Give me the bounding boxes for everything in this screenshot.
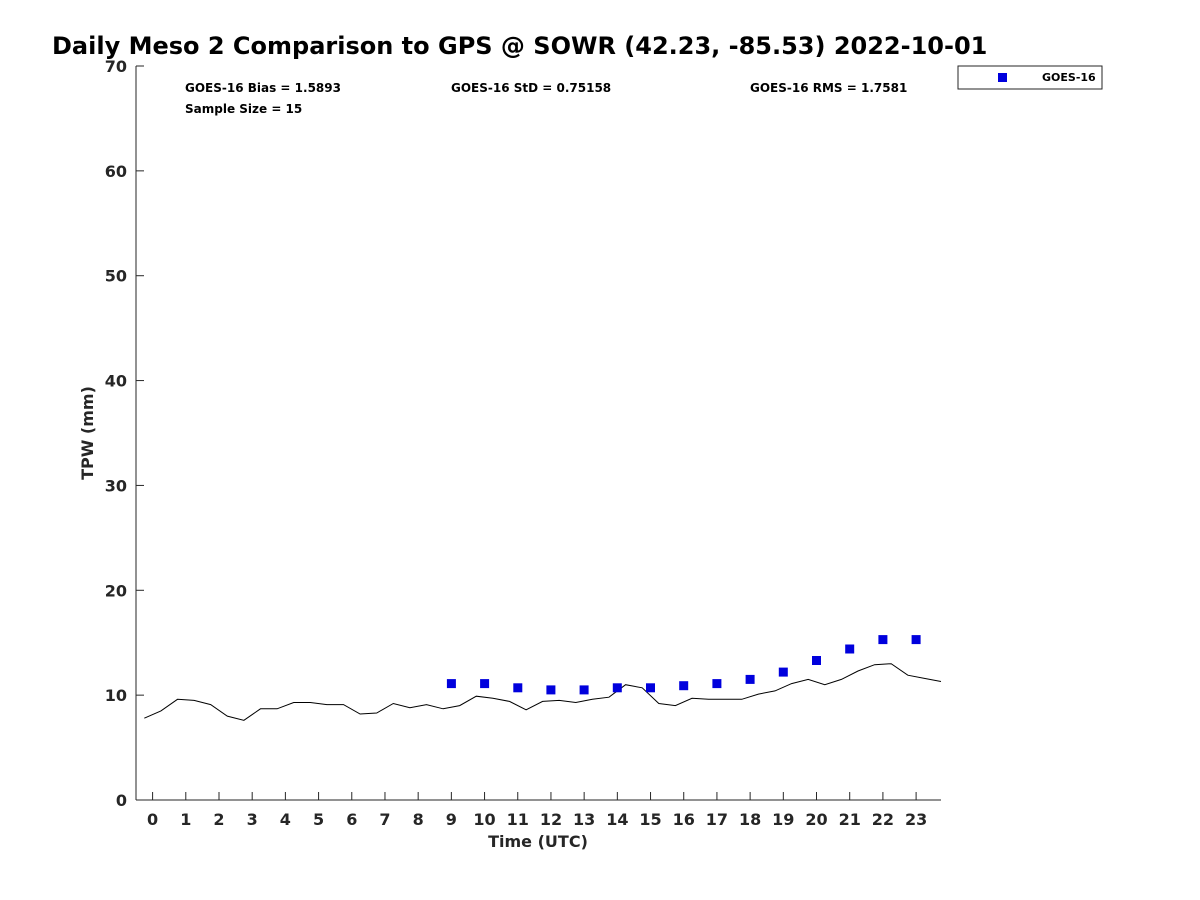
x-tick-label: 22 — [872, 810, 894, 829]
y-tick-label: 60 — [105, 162, 127, 181]
y-tick-label: 40 — [105, 372, 127, 391]
x-tick-label: 18 — [739, 810, 761, 829]
y-tick-label: 50 — [105, 267, 127, 286]
x-tick-label: 16 — [673, 810, 695, 829]
series-layer — [144, 635, 942, 721]
gps-tpw-line — [144, 663, 942, 721]
std-annotation: GOES-16 StD = 0.75158 — [451, 81, 611, 95]
x-tick-label: 4 — [280, 810, 291, 829]
goes16-data-point — [712, 679, 722, 689]
x-tick-label: 19 — [772, 810, 794, 829]
x-tick-label: 13 — [573, 810, 595, 829]
y-tick-label: 70 — [105, 57, 127, 76]
chart-title: Daily Meso 2 Comparison to GPS @ SOWR (4… — [52, 32, 987, 60]
goes16-data-point — [911, 635, 921, 645]
y-tick-label: 0 — [116, 791, 127, 810]
goes16-data-point — [646, 683, 655, 693]
y-tick-label: 30 — [105, 476, 127, 495]
x-tick-label: 1 — [180, 810, 191, 829]
x-tick-label: 5 — [313, 810, 324, 829]
x-tick-label: 20 — [805, 810, 827, 829]
x-tick-label: 21 — [839, 810, 861, 829]
goes16-data-point — [745, 674, 755, 684]
x-tick-label: 15 — [639, 810, 661, 829]
x-tick-label: 17 — [706, 810, 728, 829]
x-tick-label: 10 — [473, 810, 495, 829]
bias-annotation: GOES-16 Bias = 1.5893 — [185, 81, 341, 95]
goes16-data-point — [480, 679, 490, 689]
sample-size-annotation: Sample Size = 15 — [185, 102, 302, 116]
x-tick-label: 12 — [540, 810, 562, 829]
x-tick-label: 11 — [507, 810, 529, 829]
goes16-data-point — [778, 667, 788, 677]
goes16-data-point — [845, 644, 855, 654]
x-tick-label: 9 — [446, 810, 457, 829]
legend-label-goes16: GOES-16 — [1042, 71, 1096, 84]
legend-marker — [998, 73, 1007, 82]
goes16-data-point — [812, 656, 821, 665]
y-tick-label: 10 — [105, 686, 127, 705]
goes16-data-point — [513, 683, 523, 693]
x-tick-label: 6 — [346, 810, 357, 829]
x-tick-label: 0 — [147, 810, 158, 829]
y-axis-label: TPW (mm) — [78, 386, 97, 480]
goes16-data-point — [679, 681, 689, 691]
x-tick-label: 14 — [606, 810, 628, 829]
rms-annotation: GOES-16 RMS = 1.7581 — [750, 81, 907, 95]
goes16-data-point — [546, 685, 556, 695]
x-tick-label: 2 — [213, 810, 224, 829]
x-tick-label: 7 — [379, 810, 390, 829]
x-ticks: 0 1 2 3 4 5 6 7 8 9 10 11 12 13 14 15 16 17 18 19 20 21 22 23 — [147, 792, 927, 829]
goes16-data-point — [612, 683, 622, 693]
goes16-data-point — [579, 685, 589, 695]
x-tick-label: 8 — [413, 810, 424, 829]
x-tick-label: 23 — [905, 810, 927, 829]
y-ticks: 0 10 20 30 40 50 60 70 — [105, 57, 144, 810]
y-tick-label: 20 — [105, 581, 127, 600]
x-tick-label: 3 — [247, 810, 258, 829]
goes16-data-point — [878, 635, 888, 645]
legend-box — [957, 65, 1103, 90]
goes16-data-point — [446, 679, 456, 689]
legend: GOES-16 — [957, 65, 1103, 90]
x-axis-label: Time (UTC) — [488, 832, 588, 851]
